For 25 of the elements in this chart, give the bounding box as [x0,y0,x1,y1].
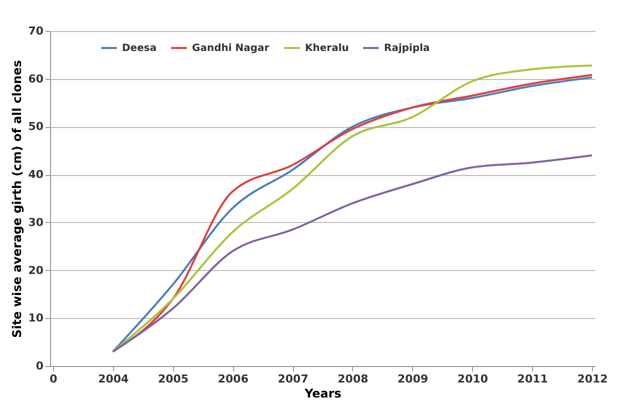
y-tick-label: 0 [36,360,44,372]
x-tick-label: 2008 [338,372,368,386]
y-tick-label: 20 [28,264,44,277]
y-axis-title: Site wise average girth (cm) of all clones [10,60,24,338]
x-tick-label: 0 [50,372,58,386]
y-tick-label: 70 [28,24,44,38]
y-tick-label: 50 [28,120,44,134]
y-tick-label: 30 [28,216,44,229]
x-tick-label: 2011 [517,372,548,386]
x-tick-label: 2012 [577,372,608,386]
x-tick-label: 2010 [457,372,488,386]
legend-label: Kheralu [305,43,349,54]
line-series [112,154,594,353]
x-tick-label: 2005 [158,372,189,386]
y-tick-label: 40 [28,168,44,182]
legend-label: Gandhi Nagar [192,43,270,54]
x-tick-label: 2009 [398,372,428,386]
x-axis-title: Years [304,386,342,400]
y-tick-label: 10 [28,312,44,325]
legend-label: Deesa [122,43,157,54]
x-tick-label: 2007 [278,372,308,386]
x-tick-label: 2006 [218,372,249,386]
legend-label: Rajpipla [384,43,430,54]
x-tick-label: 2004 [98,372,130,386]
y-tick-label: 60 [28,72,44,86]
